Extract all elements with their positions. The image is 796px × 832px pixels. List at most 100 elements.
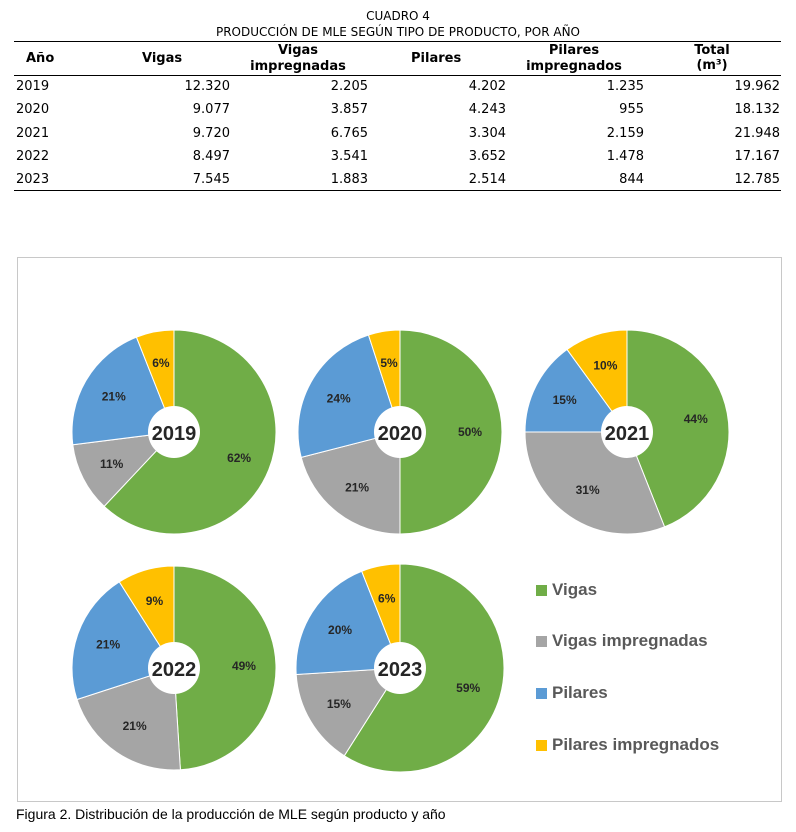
slice-2023-vigas-impregnadas: [295, 667, 401, 757]
legend-label-vigas: Vigas: [552, 580, 598, 599]
data-label-2022-vigas-impregnadas: 21%: [123, 719, 147, 733]
cell-pilares-impregnados: 844: [619, 172, 644, 187]
cell-vigas-impregnadas: 6.765: [330, 126, 368, 141]
slice-2021-pilares: [524, 348, 628, 433]
header-pilares-impregnados-line1: Pilares: [548, 43, 600, 58]
slice-2022-vigas: [173, 565, 277, 771]
donut-2019: 62% 11% 21% 6% 2019: [71, 329, 277, 535]
cell-pilares: 4.243: [468, 102, 506, 117]
donut-year-label-2020: 2020: [378, 423, 423, 445]
slice-2019-pilares: [71, 336, 175, 446]
data-label-2020-vigas: 50%: [458, 425, 482, 439]
data-label-2021-vigas-impregnadas: 31%: [576, 483, 600, 497]
header-total-line1: Total: [694, 43, 730, 58]
header-total-line2: (m³): [696, 58, 728, 73]
cell-vigas-impregnadas: 1.883: [330, 172, 368, 187]
donut-year-label-2022: 2022: [152, 659, 197, 681]
data-label-2020-pilares: 24%: [327, 391, 351, 405]
legend-swatch-vigas: [536, 585, 547, 596]
donut-hole-2019: [148, 406, 200, 458]
table-bottom-rule: [14, 190, 781, 191]
donut-hole-2021: [601, 406, 653, 458]
cell-total: 18.132: [734, 102, 781, 117]
chart-area: [17, 257, 782, 802]
donut-2022: 49% 21% 21% 9% 2022: [71, 565, 277, 771]
cell-pilares: 3.304: [468, 126, 506, 141]
legend-label-vigas-impregnadas: Vigas impregnadas: [552, 631, 708, 650]
data-label-2019-vigas-impregnadas: 11%: [100, 457, 124, 471]
cell-vigas: 9.720: [192, 126, 230, 141]
cell-pilares: 2.514: [468, 172, 506, 187]
slice-2023-pilares-impregnados: [361, 563, 401, 669]
cell-year: 2023: [16, 172, 50, 187]
data-label-2021-vigas: 44%: [684, 412, 708, 426]
cell-pilares-impregnados: 1.235: [606, 79, 644, 94]
slice-2021-vigas: [626, 329, 730, 528]
table-header-rule: [14, 75, 781, 76]
cell-vigas-impregnadas: 2.205: [330, 79, 368, 94]
table-caption-title: PRODUCCIÓN DE MLE SEGÚN TIPO DE PRODUCTO…: [215, 25, 580, 39]
slice-2023-pilares: [295, 570, 401, 676]
slice-2021-pilares-impregnados: [566, 329, 628, 434]
slice-2019-vigas-impregnadas: [72, 431, 176, 508]
header-year: Año: [26, 51, 55, 66]
data-label-2019-pilares: 21%: [102, 389, 126, 403]
header-vigas: Vigas: [142, 51, 183, 66]
data-label-2023-vigas-impregnadas: 15%: [327, 697, 351, 711]
data-label-2019-pilares-impregnados: 6%: [152, 356, 170, 370]
cell-vigas-impregnadas: 3.541: [330, 149, 368, 164]
cell-total: 12.785: [734, 172, 781, 187]
donut-year-label-2021: 2021: [605, 423, 650, 445]
slice-2022-pilares-impregnados: [118, 565, 175, 670]
slice-2020-pilares: [297, 334, 401, 458]
cell-year: 2022: [16, 149, 50, 164]
legend-swatch-pilares: [536, 688, 547, 699]
figure-caption: Figura 2. Distribución de la producción …: [16, 806, 446, 822]
cell-vigas: 12.320: [184, 79, 231, 94]
donut-2021: 44% 31% 15% 10% 2021: [524, 329, 730, 535]
cell-vigas: 8.497: [192, 149, 230, 164]
data-label-2023-pilares-impregnados: 6%: [378, 591, 396, 605]
data-label-2022-pilares: 21%: [96, 637, 120, 651]
cell-vigas: 9.077: [192, 102, 230, 117]
data-label-2020-vigas-impregnadas: 21%: [345, 480, 369, 494]
cell-pilares-impregnados: 955: [619, 102, 644, 117]
cell-pilares: 4.202: [468, 79, 506, 94]
slice-2019-pilares-impregnados: [135, 329, 175, 433]
legend-label-pilares-impregnados: Pilares impregnados: [552, 735, 720, 754]
cell-total: 21.948: [734, 126, 781, 141]
legend-swatch-pilares-impregnados: [536, 740, 547, 751]
slice-2020-vigas: [399, 329, 503, 535]
cell-total: 17.167: [734, 149, 781, 164]
donut-hole-2022: [148, 642, 200, 694]
legend-label-pilares: Pilares: [552, 683, 608, 702]
donut-2023: 59% 15% 20% 6% 2023: [295, 563, 505, 773]
cell-year: 2020: [16, 102, 50, 117]
slice-2020-vigas-impregnadas: [300, 431, 401, 535]
cell-total: 19.962: [734, 79, 781, 94]
table-top-rule: [14, 41, 781, 42]
donut-hole-2023: [374, 642, 426, 694]
legend-swatch-vigas-impregnadas: [536, 636, 547, 647]
header-vigas-impregnadas-line2: impregnadas: [250, 59, 346, 74]
donut-year-label-2023: 2023: [378, 659, 423, 681]
cell-year: 2021: [16, 126, 50, 141]
data-label-2020-pilares-impregnados: 5%: [380, 356, 398, 370]
header-pilares: Pilares: [411, 51, 462, 66]
cell-vigas: 7.545: [192, 172, 230, 187]
cell-pilares-impregnados: 1.478: [606, 149, 644, 164]
cell-year: 2019: [16, 79, 50, 94]
data-label-2021-pilares: 15%: [553, 393, 577, 407]
header-pilares-impregnados-line2: impregnados: [526, 59, 622, 74]
cell-pilares: 3.652: [468, 149, 506, 164]
data-label-2022-vigas: 49%: [232, 659, 256, 673]
cell-vigas-impregnadas: 3.857: [330, 102, 368, 117]
donut-hole-2020: [374, 406, 426, 458]
cell-pilares-impregnados: 2.159: [606, 126, 644, 141]
data-label-2023-pilares: 20%: [328, 623, 352, 637]
data-label-2019-vigas: 62%: [227, 451, 251, 465]
slice-2022-vigas-impregnadas: [76, 667, 181, 771]
data-label-2021-pilares-impregnados: 10%: [593, 358, 617, 372]
donut-2020: 50% 21% 24% 5% 2020: [297, 329, 503, 535]
